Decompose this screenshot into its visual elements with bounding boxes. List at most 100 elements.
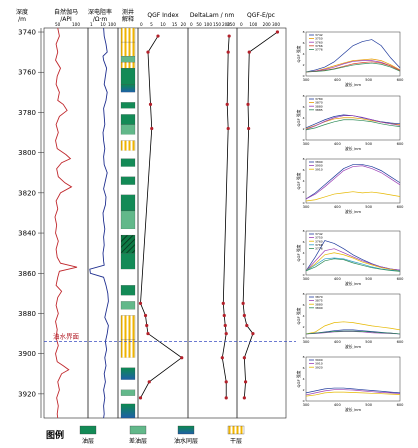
interp-none <box>121 92 135 103</box>
spectrum-xlabel: 波长 /nm <box>345 82 361 87</box>
spectrum-legend-label: 3870 <box>315 295 323 299</box>
qgf-index-point <box>138 396 143 400</box>
interp-track-title: 测井解释 <box>122 8 134 23</box>
interp-dry <box>120 62 136 69</box>
depth-axis: 3740 3760 3780 3800 3820 3840 3860 3880 3900 3920 <box>18 28 44 418</box>
interp-none <box>121 295 135 302</box>
spectrum-legend-label: 3885 <box>315 108 323 112</box>
qgf-index-curve <box>138 34 184 400</box>
spectrum-series-line <box>305 248 401 272</box>
spectrum-series-line <box>305 387 401 394</box>
depth-title-line2: /m <box>18 16 26 23</box>
gr-line <box>54 27 78 419</box>
interp-oil <box>120 114 136 125</box>
spectrum-x-tick: 500 <box>365 277 373 281</box>
qgf-index-point <box>148 102 153 106</box>
interp-dry <box>120 27 136 43</box>
spectrum-xlabel: 波长 /nm <box>345 146 361 151</box>
spectrum-y-tick: 4 <box>303 251 305 255</box>
spectrum-x-tick: 300 <box>303 205 311 209</box>
interp-oil <box>120 194 136 212</box>
spectrum-x-tick: 600 <box>397 142 405 146</box>
delta-lam-point <box>225 102 229 106</box>
spectrum-x-tick: 400 <box>334 277 342 281</box>
interp-none <box>121 395 135 404</box>
spectrum-x-tick: 500 <box>365 403 373 407</box>
interp-none <box>121 134 135 141</box>
interp-oil <box>120 68 136 85</box>
qgf-index-point <box>143 313 148 318</box>
qgf-e-curve <box>241 30 280 400</box>
spectrum-x-tick: 300 <box>303 403 311 407</box>
interp-none <box>121 108 135 115</box>
rt-scale-2: 100 <box>108 22 116 27</box>
interp-none <box>121 309 135 316</box>
spectrum-ylabel: QGF 强度 <box>296 109 301 126</box>
qgf-index-point <box>150 126 154 131</box>
spectrum-legend-label: 3880 <box>315 302 323 306</box>
spectrum-series-line <box>305 164 401 200</box>
spectrum-series-line <box>305 58 401 73</box>
gr-track-title: 自然伽马/API <box>54 8 78 23</box>
interp-poor-oil <box>120 56 136 63</box>
spectrum-y-tick: 0 <box>303 138 305 142</box>
delta-lam-scale-3: 150 <box>213 22 221 27</box>
legend-label-poor-oil: 差油层 <box>129 437 147 445</box>
qgf-e-point <box>251 331 255 336</box>
spectrum-frame <box>305 293 401 339</box>
spectrum-ylabel: QGF 强度 <box>296 244 301 261</box>
spectrum-x-tick: 600 <box>397 78 405 82</box>
spectrum-legend-label: 3760 <box>315 40 323 44</box>
depth-tick-label: 3800 <box>18 149 36 157</box>
spectrum-xlabel: 波长 /nm <box>345 407 361 412</box>
spectrum-legend-label: 3742 <box>315 232 323 236</box>
rt-track-title: 深电阻率/Ω·m <box>88 8 112 23</box>
interp-none <box>121 166 135 177</box>
rt-curve <box>89 27 109 419</box>
spectrum-frame <box>305 31 401 77</box>
interp-hatched <box>120 234 136 254</box>
legend-swatch-dry <box>227 425 245 435</box>
spectrum-xlabel: 波长 /nm <box>345 281 361 286</box>
spectrum-legend-label: 3766 <box>315 44 323 48</box>
qgf-e-scale-2: 200 <box>263 22 271 27</box>
spectrum-x-tick: 600 <box>397 403 405 407</box>
interpretation-column <box>120 27 136 419</box>
interp-poor-oil <box>120 301 136 310</box>
spectrum-series-line <box>305 391 401 397</box>
qgf-index-scale-1: 5 <box>150 22 153 27</box>
spectrum-y-tick: 4 <box>303 116 305 120</box>
interp-none <box>121 150 135 159</box>
interp-oil <box>120 253 136 270</box>
spectrum-series-line <box>305 39 401 73</box>
delta-lam-scale-0: 0 <box>190 22 193 27</box>
spectrum-y-tick: 2 <box>303 127 305 131</box>
qgf-e-point <box>246 102 250 106</box>
spectrum-x-tick: 400 <box>334 340 342 344</box>
delta-lam-scale-1: 50 <box>196 22 202 27</box>
spectrum-legend-label: 3890 <box>315 306 323 310</box>
rt-title-line2: /Ω·m <box>93 16 108 23</box>
spectrum-y-tick: 2 <box>303 63 305 67</box>
spectrum-series-line <box>305 115 401 130</box>
spectrum-xlabel: 波长 /nm <box>345 209 361 214</box>
spectrum-ylabel: QGF 强度 <box>296 307 301 324</box>
spectrum-y-tick: 4 <box>303 179 305 183</box>
depth-tick-label: 3920 <box>18 390 36 398</box>
interp-poor-oil <box>120 210 136 230</box>
spectrum-panel-5: 300 400 500 600 波长 /nm QGF 强度 0 2 4 6 8 38703875388… <box>296 292 404 349</box>
spectrum-y-tick: 0 <box>303 336 305 340</box>
interp-oil <box>120 158 136 167</box>
spectrum-y-tick: 8 <box>303 94 305 98</box>
spectrum-y-tick: 2 <box>303 190 305 194</box>
delta-lam-scale-2: 100 <box>204 22 212 27</box>
legend-swatch-poor-oil <box>129 425 147 435</box>
legend-label-oil-water: 油水同层 <box>174 437 198 445</box>
spectrum-legend-label: 3910 <box>315 362 323 366</box>
spectrum-series-line <box>305 257 401 272</box>
depth-tick-label: 3840 <box>18 230 36 238</box>
delta-lam-point <box>226 126 230 131</box>
interp-dry <box>120 339 136 358</box>
